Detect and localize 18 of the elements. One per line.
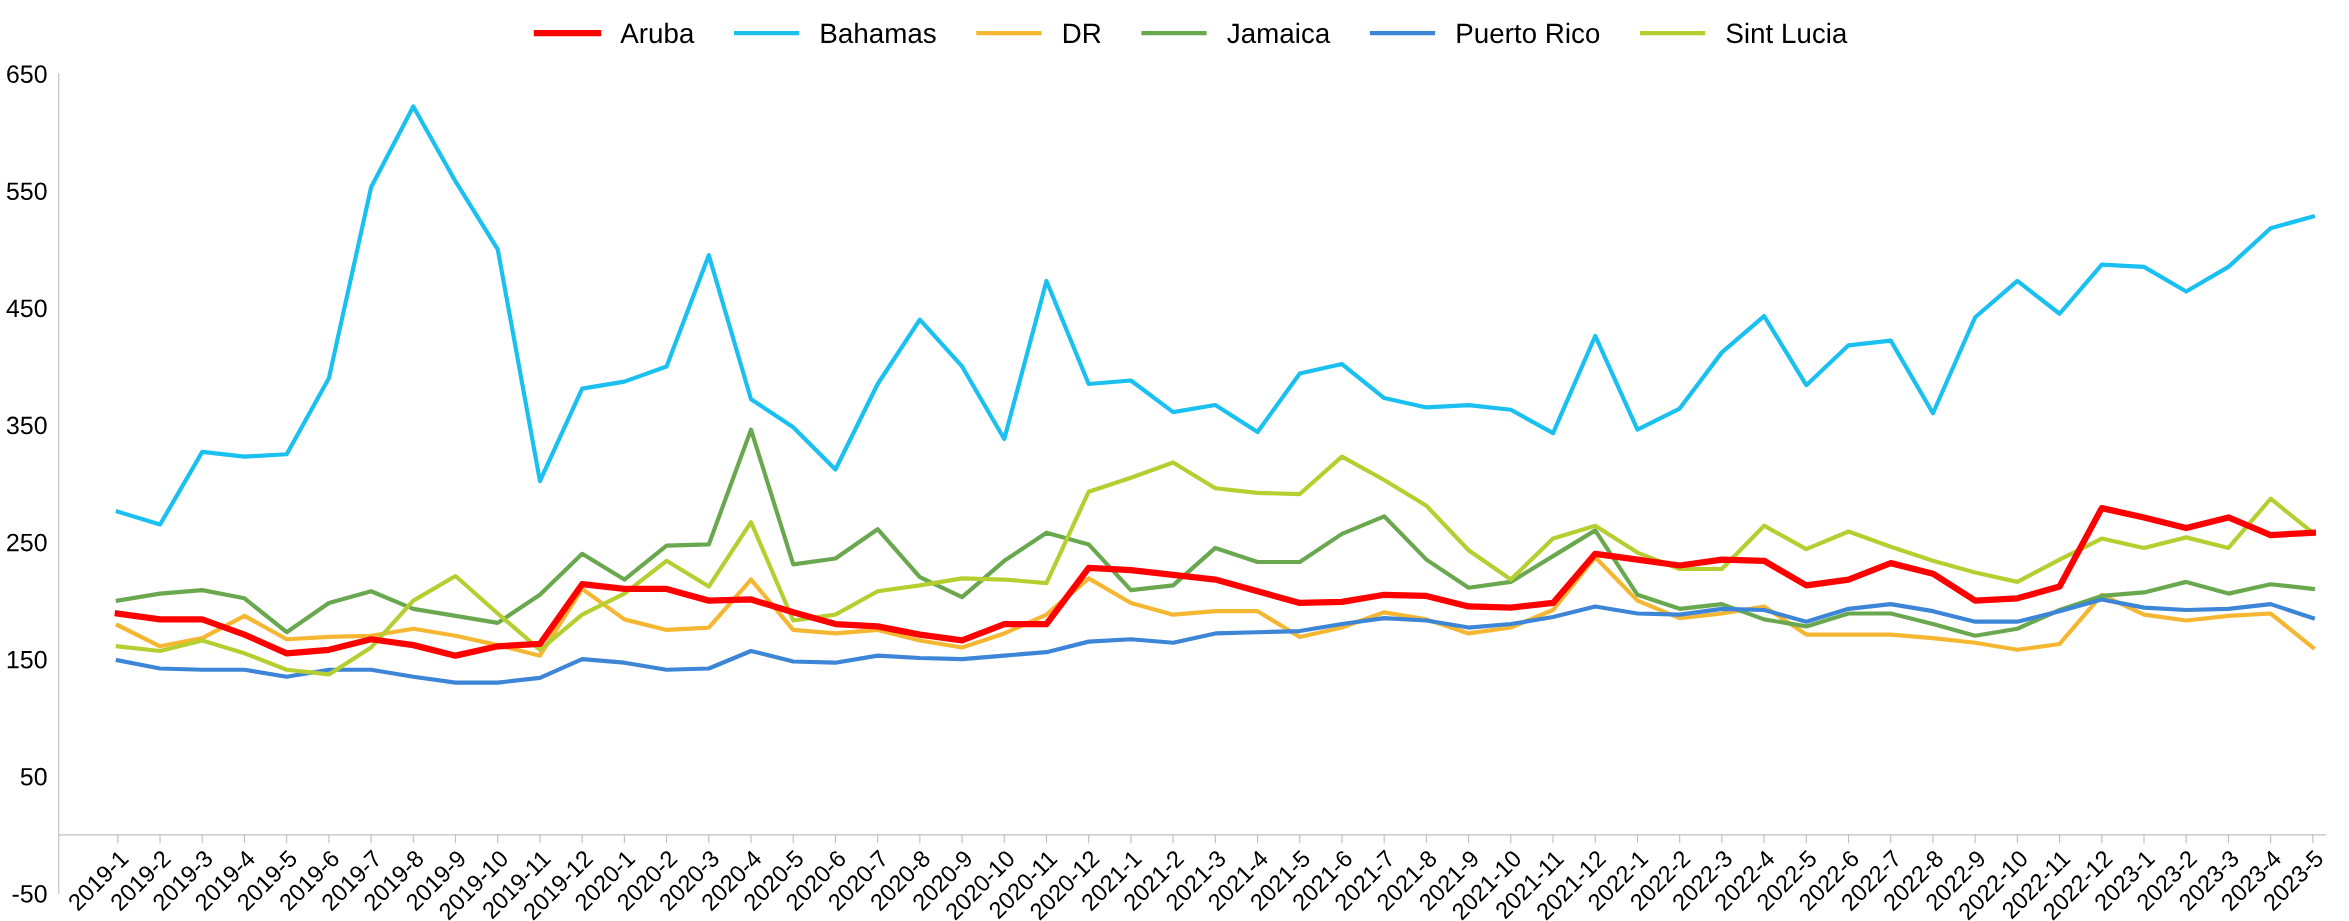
line-series bbox=[115, 427, 2315, 638]
y-tick-label: 50 bbox=[20, 767, 47, 786]
line-series bbox=[115, 104, 2315, 527]
legend-label: Bahamas bbox=[821, 22, 936, 44]
legend-label: Sint Lucia bbox=[1726, 22, 1848, 44]
y-tick-label: -50 bbox=[12, 884, 47, 903]
legend-label: Aruba bbox=[620, 22, 695, 44]
legend-label: Puerto Rico bbox=[1457, 22, 1600, 44]
line-series bbox=[115, 597, 2315, 685]
y-tick-label: 250 bbox=[7, 533, 47, 552]
line-series bbox=[115, 454, 2315, 677]
legend-label: Jamaica bbox=[1227, 22, 1331, 44]
y-tick-label: 150 bbox=[7, 650, 47, 669]
y-tick-label: 550 bbox=[6, 182, 47, 201]
y-tick-label: 650 bbox=[7, 65, 47, 83]
y-tick-label: 350 bbox=[6, 416, 47, 435]
y-tick-label: 450 bbox=[6, 299, 47, 318]
legend-label: DR bbox=[1063, 23, 1101, 43]
